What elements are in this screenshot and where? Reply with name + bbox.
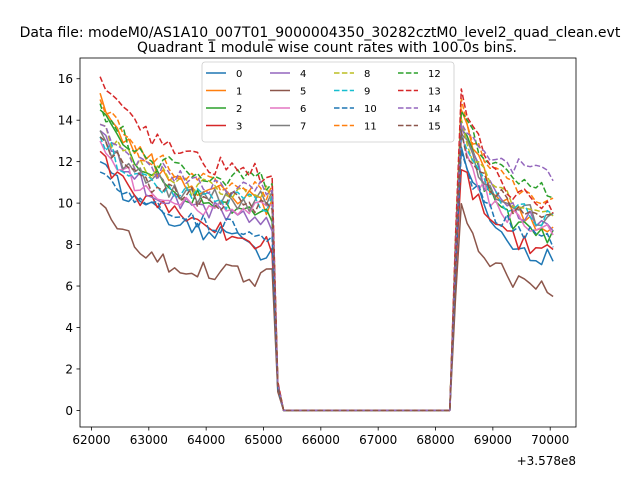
legend-label-12: 12	[428, 69, 441, 80]
legend-frame	[201, 61, 455, 143]
series-line-5	[99, 202, 554, 412]
chart-suptitle: Data file: modeM0/AS1A10_007T01_90000043…	[20, 25, 621, 41]
chart-title: Quadrant 1 module wise count rates with …	[137, 40, 517, 56]
y-tick-label: 2	[65, 362, 73, 376]
legend-label-1: 1	[236, 87, 242, 98]
series-layer	[99, 76, 554, 412]
series-line-6	[99, 131, 554, 412]
y-tick-label: 6	[65, 280, 73, 294]
legend-label-14: 14	[428, 104, 441, 115]
y-tick-label: 8	[65, 238, 73, 252]
legend-label-10: 10	[364, 104, 377, 115]
x-tick-label: 62000	[72, 433, 110, 447]
series-line-12	[99, 103, 554, 412]
y-tick-label: 4	[65, 321, 73, 335]
legend-label-13: 13	[428, 87, 441, 98]
x-tick-label: 64000	[187, 433, 225, 447]
y-tick-label: 0	[65, 404, 73, 418]
legend-label-7: 7	[300, 122, 306, 133]
axes-layer: 62000 63000 64000 65000 66000 67000 68000 69000…	[58, 57, 577, 468]
legend-label-2: 2	[236, 104, 242, 115]
y-tick-label: 12	[58, 155, 73, 169]
series-line-7	[99, 130, 554, 412]
legend-label-4: 4	[300, 69, 306, 80]
plot-frame	[79, 57, 577, 428]
legend-label-11: 11	[364, 122, 377, 133]
x-tick-label: 65000	[244, 433, 282, 447]
y-tick-label: 10	[58, 197, 73, 211]
series-line-15	[99, 130, 554, 412]
legend-label-5: 5	[300, 87, 306, 98]
x-tick-label: 69000	[474, 433, 512, 447]
x-tick-label: 67000	[359, 433, 397, 447]
y-tick-label: 16	[58, 72, 73, 86]
series-line-10	[99, 150, 554, 412]
series-line-9	[99, 134, 554, 412]
legend-label-15: 15	[428, 122, 441, 133]
x-tick-label: 70000	[531, 433, 569, 447]
legend-label-3: 3	[236, 122, 242, 133]
legend-label-8: 8	[364, 69, 370, 80]
x-offset-label: +3.578e8	[517, 454, 576, 468]
legend-label-0: 0	[236, 69, 242, 80]
x-tick-label: 66000	[302, 433, 340, 447]
x-tick-label: 68000	[416, 433, 454, 447]
y-tick-label: 14	[58, 114, 73, 128]
series-line-11	[99, 98, 554, 412]
series-line-1	[99, 92, 554, 412]
series-line-14	[99, 122, 554, 412]
series-line-8	[99, 118, 554, 412]
legend-label-9: 9	[364, 87, 370, 98]
series-line-13	[99, 76, 554, 412]
legend-label-6: 6	[300, 104, 306, 115]
x-tick-label: 63000	[130, 433, 168, 447]
